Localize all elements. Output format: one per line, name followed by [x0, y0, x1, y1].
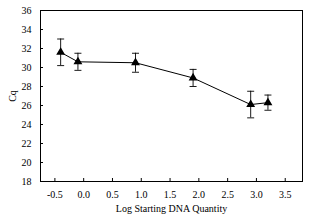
svg-text:20: 20 [22, 157, 32, 168]
svg-text:0.5: 0.5 [106, 189, 119, 200]
svg-text:3.5: 3.5 [279, 189, 292, 200]
svg-text:Cq: Cq [7, 90, 18, 102]
svg-text:2.0: 2.0 [193, 189, 206, 200]
svg-text:28: 28 [22, 81, 32, 92]
svg-text:30: 30 [22, 62, 32, 73]
svg-text:1.0: 1.0 [135, 189, 148, 200]
svg-text:2.5: 2.5 [221, 189, 234, 200]
svg-text:34: 34 [22, 24, 32, 35]
svg-text:24: 24 [22, 119, 32, 130]
svg-text:1.5: 1.5 [164, 189, 177, 200]
svg-text:26: 26 [22, 100, 32, 111]
svg-text:22: 22 [22, 138, 32, 149]
svg-text:-0.5: -0.5 [47, 189, 63, 200]
svg-text:18: 18 [22, 176, 32, 187]
svg-text:36: 36 [22, 5, 32, 16]
svg-text:0.0: 0.0 [77, 189, 90, 200]
svg-text:3.0: 3.0 [250, 189, 263, 200]
svg-text:Log Starting DNA Quantity: Log Starting DNA Quantity [116, 203, 227, 214]
svg-text:32: 32 [22, 43, 32, 54]
